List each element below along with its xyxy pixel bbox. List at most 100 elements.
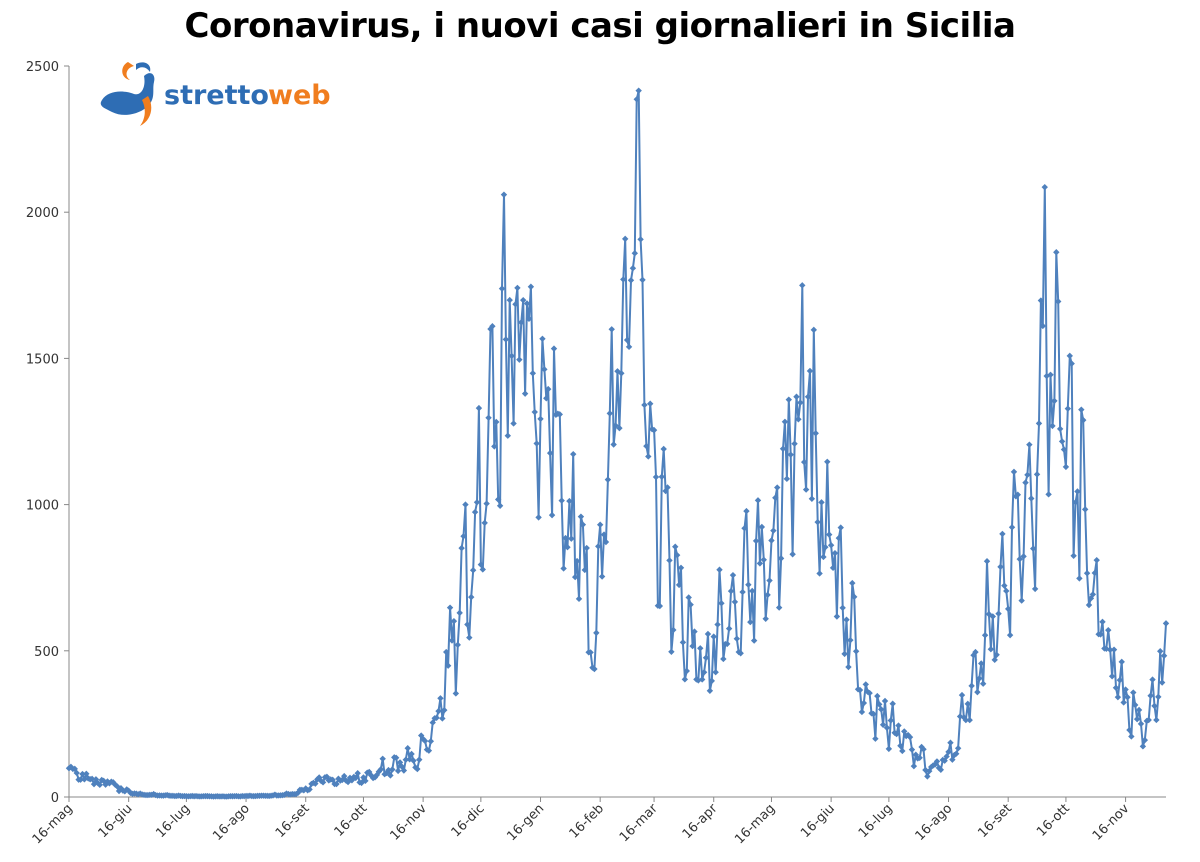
data-point [712, 669, 719, 676]
data-point [514, 284, 521, 292]
data-point [647, 400, 654, 407]
data-point [446, 604, 454, 611]
data-point [814, 518, 821, 526]
data-point [568, 535, 575, 542]
data-point [981, 632, 989, 639]
data-point [968, 682, 975, 690]
x-tick-label: 16-nov [1090, 801, 1133, 844]
data-point [935, 764, 943, 772]
data-point [700, 669, 708, 676]
data-point [637, 236, 644, 243]
data-point [843, 616, 850, 623]
data-point [708, 677, 716, 685]
data-point [529, 370, 537, 377]
data-point [441, 706, 448, 714]
y-tick-label: 2000 [26, 206, 59, 221]
data-point [745, 581, 752, 588]
data-point [416, 756, 423, 763]
data-point [460, 533, 467, 540]
data-point [747, 618, 754, 626]
data-point [826, 531, 833, 538]
data-point [1153, 716, 1160, 724]
data-point [831, 549, 839, 557]
data-point [804, 393, 812, 400]
data-point [643, 442, 650, 450]
data-point [887, 717, 894, 724]
data-point [641, 401, 648, 409]
data-point [789, 551, 796, 558]
y-tick-label: 0 [51, 791, 59, 806]
data-point [1162, 620, 1170, 627]
data-point [766, 577, 773, 584]
data-point [777, 555, 785, 562]
data-point [800, 458, 808, 466]
data-point [454, 641, 461, 649]
data-point [504, 432, 511, 439]
data-point [564, 543, 571, 551]
data-point [452, 690, 460, 697]
data-point [822, 543, 829, 551]
data-point [498, 285, 506, 292]
data-point [962, 716, 970, 724]
data-point [1058, 438, 1066, 445]
data-point [435, 707, 442, 715]
data-point [974, 688, 981, 696]
data-point [1099, 618, 1106, 626]
data-point [775, 604, 783, 611]
data-point [870, 710, 877, 718]
data-point [877, 706, 885, 713]
data-point [573, 557, 581, 565]
data-point [989, 613, 996, 620]
data-point [73, 769, 80, 777]
x-tick-label: 16-set [975, 801, 1015, 841]
data-point [656, 602, 664, 610]
data-point [83, 770, 90, 777]
x-tick-label: 16-dic [449, 801, 488, 840]
data-point [1139, 743, 1147, 750]
data-point [1060, 446, 1068, 453]
data-point [596, 521, 604, 528]
data-point [714, 621, 721, 628]
data-point [916, 754, 923, 761]
data-point [785, 396, 792, 403]
data-point [702, 654, 710, 661]
data-point [1056, 425, 1064, 433]
data-point [377, 766, 384, 773]
data-point [67, 763, 75, 771]
data-point [483, 500, 490, 507]
data-point [500, 191, 508, 198]
data-point [972, 648, 979, 656]
data-point [1030, 545, 1037, 552]
data-point [802, 486, 810, 493]
data-point [610, 441, 617, 448]
data-point [945, 748, 952, 756]
data-point [987, 646, 995, 653]
data-point [477, 561, 485, 568]
data-point [645, 453, 652, 460]
data-point [724, 640, 731, 648]
data-point [444, 662, 452, 669]
data-point [462, 501, 469, 508]
data-point [531, 408, 538, 416]
data-point [600, 531, 608, 538]
data-point [427, 738, 435, 745]
data-point [595, 543, 602, 550]
data-point [1124, 693, 1131, 701]
data-point [79, 770, 86, 778]
data-point [1085, 601, 1093, 609]
data-point [731, 598, 739, 606]
data-point [493, 418, 500, 426]
data-point [739, 588, 746, 596]
data-point [779, 445, 787, 452]
data-point [389, 766, 396, 773]
data-point [733, 635, 741, 642]
data-point [458, 544, 465, 552]
data-point [956, 713, 964, 720]
data-point [756, 560, 764, 567]
logo-text-stretto: stretto [164, 80, 269, 111]
data-point [1097, 631, 1104, 638]
data-point [820, 553, 827, 561]
data-point [1001, 582, 1008, 589]
data-point [845, 663, 852, 671]
data-point [858, 708, 866, 716]
